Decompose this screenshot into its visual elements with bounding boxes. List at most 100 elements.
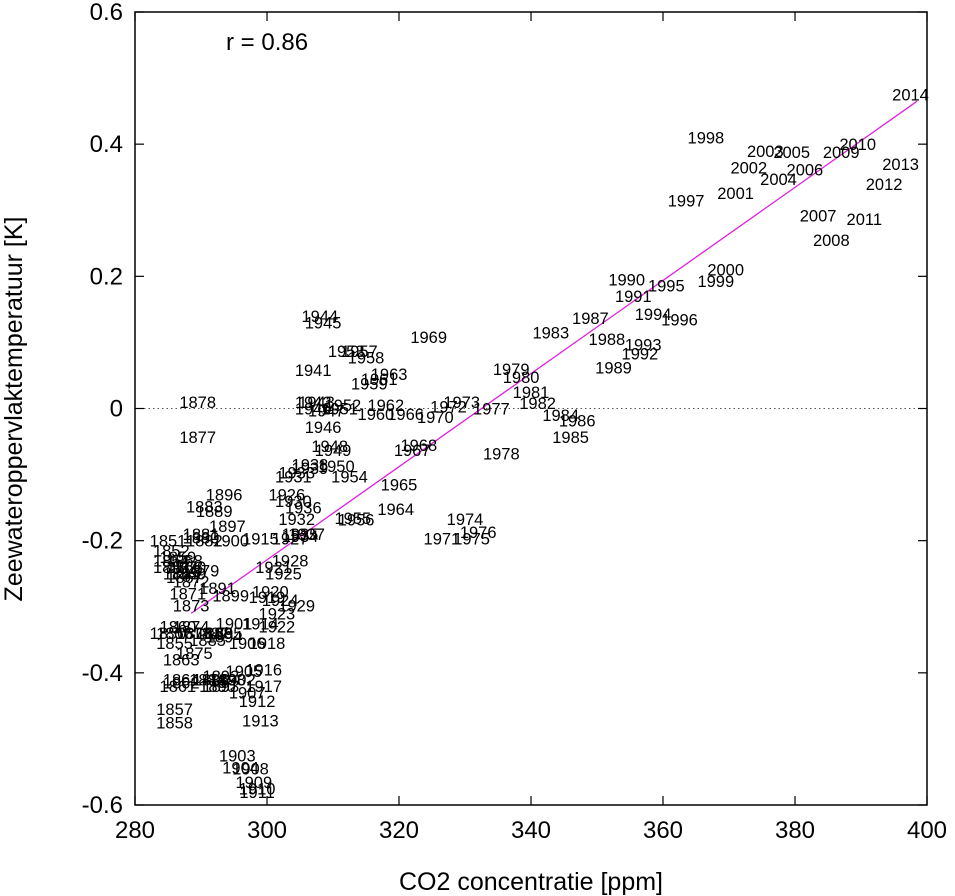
point-label-1854: 1854 xyxy=(153,552,190,570)
point-label-1915: 1915 xyxy=(242,531,279,549)
y-tick-label-0: 0.6 xyxy=(90,0,123,26)
point-label-1870: 1870 xyxy=(169,559,206,577)
point-label-1990: 1990 xyxy=(608,272,645,290)
point-label-2001: 2001 xyxy=(717,185,754,203)
point-label-1893: 1893 xyxy=(202,678,239,696)
point-label-1973: 1973 xyxy=(443,394,480,412)
point-label-1944: 1944 xyxy=(301,308,338,326)
point-label-1918: 1918 xyxy=(249,635,286,653)
point-label-1935: 1935 xyxy=(282,526,319,544)
point-label-1896: 1896 xyxy=(206,486,243,504)
point-label-1882: 1882 xyxy=(186,533,223,551)
point-label-1853: 1853 xyxy=(153,559,190,577)
point-label-1922: 1922 xyxy=(259,619,296,637)
point-label-1883: 1883 xyxy=(186,498,223,516)
point-label-1971: 1971 xyxy=(424,531,461,549)
point-label-1862: 1862 xyxy=(163,675,200,693)
point-label-2010: 2010 xyxy=(839,136,876,154)
point-label-1995: 1995 xyxy=(648,278,685,296)
point-label-1921: 1921 xyxy=(255,559,292,577)
y-tick-label-5: -0.4 xyxy=(82,660,123,687)
point-label-1872: 1872 xyxy=(173,574,210,592)
point-label-1957: 1957 xyxy=(341,343,378,361)
point-label-1982: 1982 xyxy=(519,395,556,413)
point-label-1928: 1928 xyxy=(272,552,309,570)
point-label-2000: 2000 xyxy=(707,262,744,280)
point-label-1887: 1887 xyxy=(193,625,230,643)
point-label-1936: 1936 xyxy=(285,500,322,518)
point-label-2011: 2011 xyxy=(847,211,882,229)
x-tick-label-400: 400 xyxy=(907,817,947,844)
point-label-1861: 1861 xyxy=(160,678,197,696)
point-label-1866: 1866 xyxy=(166,559,203,577)
point-label-1954: 1954 xyxy=(331,469,368,487)
point-label-1875: 1875 xyxy=(176,645,213,663)
point-label-1886: 1886 xyxy=(193,671,230,689)
point-label-1925: 1925 xyxy=(265,566,302,584)
point-label-1905: 1905 xyxy=(226,663,263,681)
point-label-1947: 1947 xyxy=(308,402,345,420)
point-label-1926: 1926 xyxy=(268,486,305,504)
point-label-1979: 1979 xyxy=(493,361,530,379)
point-label-1897: 1897 xyxy=(209,518,246,536)
point-label-1981: 1981 xyxy=(513,384,550,402)
point-label-1876: 1876 xyxy=(176,625,213,643)
point-label-1978: 1978 xyxy=(483,445,520,463)
point-label-1858: 1858 xyxy=(156,714,193,732)
point-label-1996: 1996 xyxy=(661,311,698,329)
point-label-1864: 1864 xyxy=(163,671,200,689)
point-label-1948: 1948 xyxy=(311,438,348,456)
point-label-1989: 1989 xyxy=(595,360,632,378)
correlation-annotation: r = 0.86 xyxy=(226,29,308,56)
point-label-1868: 1868 xyxy=(166,552,203,570)
point-label-2005: 2005 xyxy=(773,144,810,162)
point-label-1949: 1949 xyxy=(315,442,352,460)
point-label-1911: 1911 xyxy=(239,784,274,802)
point-label-1857: 1857 xyxy=(156,701,193,719)
point-label-1986: 1986 xyxy=(559,412,596,430)
point-label-1924: 1924 xyxy=(262,592,299,610)
regression-trend-line xyxy=(190,100,918,614)
point-label-1991: 1991 xyxy=(615,288,652,306)
point-label-1951: 1951 xyxy=(321,401,358,419)
point-label-2014: 2014 xyxy=(892,87,929,105)
point-label-2009: 2009 xyxy=(823,144,860,162)
point-label-1907: 1907 xyxy=(229,685,266,703)
x-axis-title: CO2 concentratie [ppm] xyxy=(399,868,663,896)
point-label-1885: 1885 xyxy=(189,632,226,650)
point-label-1873: 1873 xyxy=(173,597,210,615)
point-label-1890: 1890 xyxy=(199,678,236,696)
point-label-1903: 1903 xyxy=(219,747,256,765)
point-label-1860: 1860 xyxy=(160,619,197,637)
y-tick-label-2: 0.2 xyxy=(90,263,123,290)
point-label-2002: 2002 xyxy=(730,159,767,177)
point-label-1992: 1992 xyxy=(622,346,659,364)
y-tick-label-6: -0.6 xyxy=(82,792,123,819)
point-label-1967: 1967 xyxy=(394,442,431,460)
point-label-1956: 1956 xyxy=(338,512,375,530)
point-label-1998: 1998 xyxy=(688,130,725,148)
point-label-1959: 1959 xyxy=(351,375,388,393)
point-label-2003: 2003 xyxy=(747,143,784,161)
point-label-1855: 1855 xyxy=(156,635,193,653)
point-label-1983: 1983 xyxy=(532,325,569,343)
y-tick-label-1: 0.4 xyxy=(90,131,123,158)
point-label-1863: 1863 xyxy=(163,652,200,670)
point-label-1974: 1974 xyxy=(447,511,484,529)
point-label-1891: 1891 xyxy=(199,580,236,598)
point-label-1889: 1889 xyxy=(196,503,233,521)
point-label-1929: 1929 xyxy=(278,597,315,615)
point-label-1968: 1968 xyxy=(400,437,437,455)
point-label-1970: 1970 xyxy=(417,409,454,427)
point-label-1892: 1892 xyxy=(202,668,239,686)
point-label-2008: 2008 xyxy=(813,232,850,250)
point-label-1927: 1927 xyxy=(272,531,309,549)
point-label-1938: 1938 xyxy=(292,457,329,475)
point-label-2013: 2013 xyxy=(882,156,919,174)
point-label-1946: 1946 xyxy=(305,419,342,437)
point-label-1955: 1955 xyxy=(334,510,371,528)
point-label-1851: 1851 xyxy=(150,533,187,551)
point-label-1964: 1964 xyxy=(377,501,414,519)
point-label-1958: 1958 xyxy=(348,350,385,368)
point-label-1952: 1952 xyxy=(325,397,362,415)
